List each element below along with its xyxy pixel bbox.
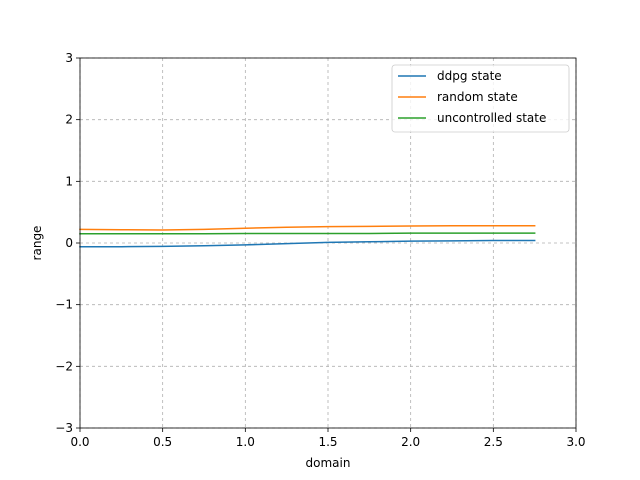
series-line-uncontrolled-state — [79, 232, 536, 235]
x-tick-label: 2.0 — [401, 435, 420, 449]
y-tick-label: −2 — [55, 359, 73, 373]
x-axis-label: domain — [306, 456, 351, 470]
x-tick-label: 3.0 — [566, 435, 585, 449]
y-axis-label: range — [30, 226, 44, 261]
x-tick-label: 1.5 — [318, 435, 337, 449]
y-tick-label: 3 — [65, 51, 73, 65]
series-line-ddpg-state — [79, 239, 536, 248]
x-tick-label: 0.0 — [70, 435, 89, 449]
y-tick-label: 2 — [65, 113, 73, 127]
y-tick-label: 0 — [65, 236, 73, 250]
series-line-random-state — [79, 224, 536, 231]
ticks-layer: 0.0 0.5 1.0 1.5 2.0 2.5 3.0 −3 −2 −1 0 1 2 3 — [55, 51, 585, 449]
y-tick-label: −1 — [55, 298, 73, 312]
y-tick-label: 1 — [65, 174, 73, 188]
legend-label-ddpg-state: ddpg state — [437, 69, 502, 83]
legend-label-uncontrolled-state: uncontrolled state — [437, 111, 546, 125]
x-tick-label: 0.5 — [153, 435, 172, 449]
legend-box — [391, 64, 570, 133]
y-tick-label: −3 — [55, 421, 73, 435]
legend-label-random-state: random state — [437, 90, 518, 104]
x-tick-label: 2.5 — [484, 435, 503, 449]
legend: ddpg state random state uncontrolled sta… — [391, 64, 570, 133]
series-layer — [79, 224, 536, 248]
x-tick-label: 1.0 — [236, 435, 255, 449]
